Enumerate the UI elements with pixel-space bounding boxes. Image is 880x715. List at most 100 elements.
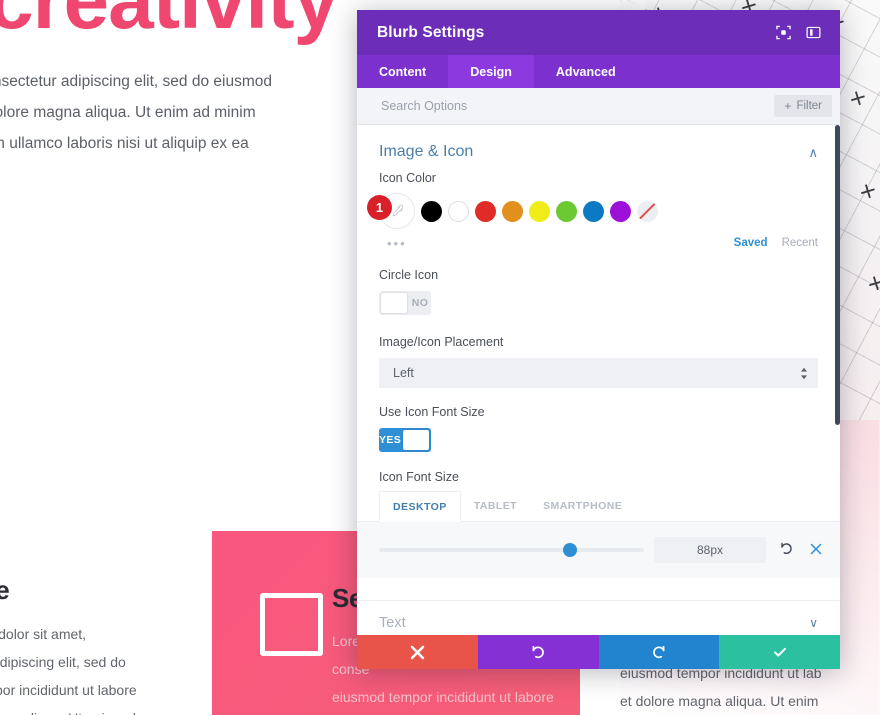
tab-advanced[interactable]: Advanced [555, 64, 616, 79]
swatch-none[interactable] [637, 200, 658, 222]
square-outline-icon [260, 593, 323, 656]
color-picker-current[interactable]: 1 [367, 193, 415, 229]
blurb-left-line: psum dolor sit amet, [0, 626, 87, 642]
use-icon-font-size-label: Use Icon Font Size [379, 405, 485, 419]
icon-font-size-label: Icon Font Size [379, 470, 459, 484]
redo-icon [653, 645, 665, 659]
tab-desktop[interactable]: DESKTOP [379, 491, 461, 522]
modal-title: Blurb Settings [377, 23, 485, 41]
circle-icon-toggle[interactable]: NO [379, 291, 431, 315]
color-options-row: ••• Saved Recent [357, 232, 840, 252]
icon-font-size-slider[interactable] [379, 543, 644, 557]
device-tabs: DESKTOP TABLET SMARTPHONE [357, 490, 840, 522]
tab-design[interactable]: Design [448, 55, 534, 88]
icon-color-label: Icon Color [379, 171, 436, 185]
modal-tabs: Content Design Advanced [357, 55, 840, 88]
blurb-left-line: d tempor incididunt ut labore [0, 682, 137, 698]
use-icon-font-size-toggle[interactable]: YES [379, 428, 431, 452]
accordion-text-label: Text [379, 615, 406, 631]
chevron-updown-icon [800, 367, 808, 380]
filter-button[interactable]: + Filter [774, 95, 832, 117]
scrollbar-thumb[interactable] [835, 125, 840, 425]
tab-content[interactable]: Content [379, 64, 427, 79]
expand-icon[interactable] [770, 20, 796, 46]
check-icon [773, 647, 786, 657]
background-paragraph: met, consectetur adipiscing elit, sed do… [0, 66, 362, 159]
swatch-orange[interactable] [502, 200, 523, 222]
saved-recent-group: Saved Recent [734, 237, 818, 249]
more-options-icon[interactable]: ••• [387, 235, 407, 251]
chevron-down-icon: ∨ [809, 616, 818, 630]
swatch-red[interactable] [475, 200, 496, 222]
x-mark-icon: ✕ [863, 271, 880, 298]
toggle-state-label: YES [379, 434, 402, 446]
swatch-white[interactable] [448, 200, 469, 222]
blurb-left: vice psum dolor sit amet, tetur adipisci… [0, 575, 250, 715]
scrollbar[interactable] [835, 125, 840, 635]
section-title: Image & Icon [379, 143, 474, 160]
close-icon [410, 645, 425, 659]
paragraph-line: ercitation ullamco laboris nisi ut aliqu… [0, 135, 249, 152]
section-spacer [357, 578, 840, 600]
field-circle-icon: Circle Icon NO [357, 268, 840, 318]
color-swatch-row: 1 [367, 193, 818, 229]
icon-font-size-controls: 88px [357, 522, 840, 578]
modal-body: Image & Icon ∧ Icon Color 1 [357, 125, 840, 635]
field-icon-font-size: Icon Font Size [357, 470, 840, 484]
blurb-left-line: tetur adipiscing elit, sed do [0, 654, 126, 670]
undo-icon [532, 645, 544, 659]
x-mark-icon: ✕ [845, 86, 869, 113]
toggle-knob [381, 293, 407, 313]
undo-icon[interactable] [776, 541, 796, 560]
slider-thumb[interactable] [562, 543, 577, 557]
plus-icon: + [784, 99, 792, 113]
swatch-green[interactable] [556, 200, 577, 222]
blurb-right-line: eiusmod tempor incididunt ut lab [620, 665, 822, 681]
blurb-left-title: vice [0, 575, 10, 605]
settings-scroll-area: Image & Icon ∧ Icon Color 1 [357, 125, 840, 635]
blurb-left-line: re magna aliqua. Ut enim ad [0, 704, 250, 715]
chevron-up-icon[interactable]: ∧ [808, 144, 818, 160]
toggle-state-label: NO [411, 297, 429, 309]
icon-font-size-value[interactable]: 88px [654, 537, 766, 563]
paragraph-line: ore et dolore magna aliqua. Ut enim ad m… [0, 104, 256, 121]
filter-button-label: Filter [796, 100, 822, 112]
placement-value: Left [393, 366, 414, 380]
slider-track [379, 548, 644, 552]
swatch-purple[interactable] [610, 200, 631, 222]
accordion-text[interactable]: Text ∨ [357, 600, 840, 635]
x-mark-icon: ✕ [855, 179, 880, 206]
save-button[interactable] [719, 635, 840, 669]
search-bar: + Filter [357, 88, 840, 125]
blurb-center-line: et dolore magna aliqua. Ut enim ad [332, 711, 550, 715]
circle-icon-label: Circle Icon [379, 268, 439, 282]
recent-tab[interactable]: Recent [781, 237, 818, 249]
blurb-center-line: eiusmod tempor incididunt ut labore [332, 689, 554, 705]
field-use-icon-font-size: Use Icon Font Size YES [357, 405, 840, 452]
undo-button[interactable] [477, 635, 599, 669]
placement-label: Image/Icon Placement [379, 335, 504, 349]
blurb-right-line: et dolore magna aliqua. Ut enim [620, 693, 819, 709]
placement-select[interactable]: Left [379, 358, 818, 388]
paragraph-line: met, consectetur adipiscing elit, sed do… [0, 73, 272, 90]
section-image-and-icon[interactable]: Image & Icon ∧ [357, 125, 840, 171]
toggle-knob [403, 430, 429, 450]
status-badge: 1 [367, 195, 392, 220]
tab-smartphone[interactable]: SMARTPHONE [543, 500, 623, 512]
swatch-black[interactable] [421, 200, 442, 222]
field-image-icon-placement: Image/Icon Placement Left [357, 335, 840, 388]
redo-button[interactable] [598, 635, 720, 669]
discard-button[interactable] [357, 635, 478, 669]
blurb-settings-modal: Blurb Settings Content Design Advanced +… [357, 10, 840, 669]
search-input[interactable] [379, 98, 775, 114]
tab-tablet[interactable]: TABLET [473, 500, 518, 512]
modal-titlebar: Blurb Settings [357, 10, 840, 55]
swatch-yellow[interactable] [529, 200, 550, 222]
saved-tab[interactable]: Saved [733, 237, 768, 249]
eyedropper-icon [392, 204, 404, 217]
layout-panel-icon[interactable] [800, 20, 826, 46]
field-icon-color: Icon Color 1 [357, 171, 840, 229]
swatch-blue[interactable] [583, 200, 604, 222]
background-headline: creativity [0, 0, 339, 46]
close-icon[interactable] [806, 542, 826, 558]
